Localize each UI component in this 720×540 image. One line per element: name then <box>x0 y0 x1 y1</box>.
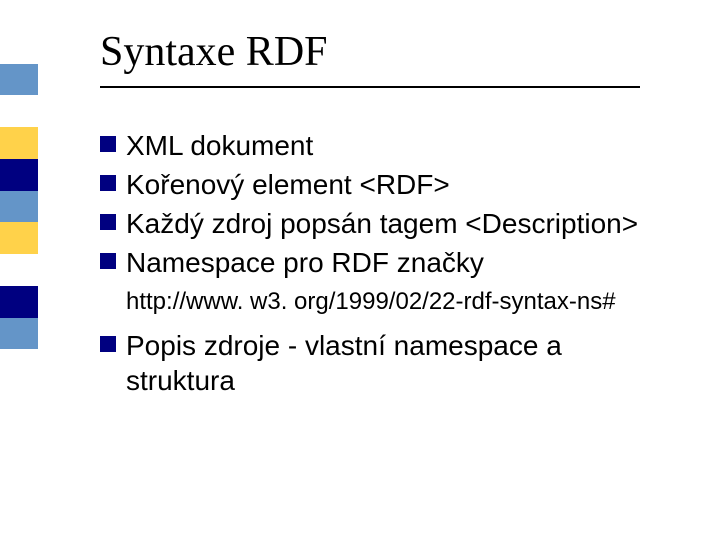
list-item-text: Namespace pro RDF značky <box>126 245 484 280</box>
sidebar-decoration <box>0 0 38 540</box>
sidebar-block <box>0 159 38 191</box>
sidebar-block <box>0 191 38 223</box>
list-item: Popis zdroje - vlastní namespace a struk… <box>100 328 660 398</box>
sidebar-block <box>0 445 38 477</box>
sidebar-block <box>0 32 38 64</box>
square-bullet-icon <box>100 175 116 191</box>
square-bullet-icon <box>100 253 116 269</box>
sidebar-block <box>0 476 38 508</box>
sidebar-block <box>0 0 38 32</box>
sidebar-block <box>0 95 38 127</box>
content-area: XML dokument Kořenový element <RDF> Každ… <box>100 128 660 402</box>
title-underline <box>100 86 640 88</box>
sidebar-block <box>0 381 38 413</box>
sidebar-block <box>0 254 38 286</box>
list-item-text: XML dokument <box>126 128 313 163</box>
list-item-text: Každý zdroj popsán tagem <Description> <box>126 206 638 241</box>
sidebar-block <box>0 318 38 350</box>
sidebar-block <box>0 127 38 159</box>
square-bullet-icon <box>100 336 116 352</box>
list-item-text: Kořenový element <RDF> <box>126 167 450 202</box>
sidebar-block <box>0 222 38 254</box>
list-item-text: Popis zdroje - vlastní namespace a struk… <box>126 328 660 398</box>
list-item: XML dokument <box>100 128 660 163</box>
sub-item-text: http://www. w3. org/1999/02/22-rdf-synta… <box>126 286 660 318</box>
slide: Syntaxe RDF XML dokument Kořenový elemen… <box>0 0 720 540</box>
list-item: Kořenový element <RDF> <box>100 167 660 202</box>
sidebar-block <box>0 349 38 381</box>
sidebar-block <box>0 64 38 96</box>
sidebar-block <box>0 508 38 540</box>
slide-title: Syntaxe RDF <box>100 28 328 76</box>
square-bullet-icon <box>100 214 116 230</box>
square-bullet-icon <box>100 136 116 152</box>
sidebar-block <box>0 413 38 445</box>
list-item: Každý zdroj popsán tagem <Description> <box>100 206 660 241</box>
sidebar-block <box>0 286 38 318</box>
list-item: Namespace pro RDF značky <box>100 245 660 280</box>
